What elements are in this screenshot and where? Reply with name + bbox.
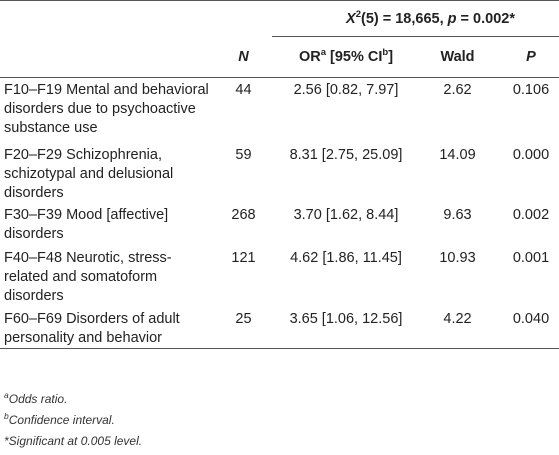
column-header-p: P [495,36,559,78]
footnote-text: Odds ratio. [8,392,68,406]
footnote-odds-ratio: aOdds ratio. [4,389,142,410]
header-row-stat: X2(5) = 18,665, p = 0.002* [0,0,559,37]
footnote-text: Confidence interval. [8,413,115,427]
cell-wald: 4.22 [420,307,495,349]
cell-wald: 14.09 [439,147,476,163]
cell-p: 0.001 [512,250,550,266]
cell-or: 4.62 [1.86, 11.45] [290,250,402,266]
column-header-or: ORa [95% CIb] [272,36,420,78]
row-label: F10–F19 Mental and behavioral disorders … [4,82,209,136]
or-footnote-mark: a [320,47,326,59]
row-label: F40–F48 Neurotic, stress-related and som… [4,250,172,304]
cell-wald: 10.93 [439,250,476,266]
footnote-significance: *Significant at 0.005 level. [4,431,142,452]
table-row: F60–F69 Disorders of adult personality a… [0,307,559,349]
table-row: F40–F48 Neurotic, stress-related and som… [0,246,559,307]
cell-n: 268 [231,207,256,223]
or-label: OR [298,49,321,65]
footnote-confidence-interval: bConfidence interval. [4,410,142,431]
cell-p: 0.040 [495,307,559,349]
cell-p: 0.002 [512,207,550,223]
cell-n: 121 [231,250,256,266]
footnote-text: *Significant at 0.005 level. [4,434,143,448]
chi-square-header: X2(5) = 18,665, p = 0.002* [272,0,559,37]
cell-or: 3.70 [1.62, 8.44] [293,207,399,223]
footnote-mark: a [4,390,9,400]
cell-p: 0.000 [512,147,550,163]
cell-p: 0.106 [512,82,550,98]
row-label: F60–F69 Disorders of adult personality a… [0,307,215,349]
cell-wald: 9.63 [443,207,472,223]
column-header-wald: Wald [420,36,495,78]
row-label: F30–F39 Mood [affective] disorders [4,207,169,242]
cell-or: 3.65 [1.06, 12.56] [272,307,420,349]
ci-footnote-mark: b [382,47,389,59]
cell-or: 2.56 [0.82, 7.97] [293,82,399,98]
header-empty-cell [0,36,215,78]
cell-n: 44 [235,82,252,98]
cell-or: 8.31 [2.75, 25.09] [289,147,403,163]
chi-symbol: X [346,10,356,27]
results-table: X2(5) = 18,665, p = 0.002* N ORa [95% CI… [0,0,559,349]
column-header-n: N [215,36,272,78]
table-row: F30–F39 Mood [affective] disorders 268 3… [0,203,559,246]
table-row: F20–F29 Schizophrenia, schizotypal and d… [0,143,559,203]
cell-n: 25 [215,307,272,349]
ci-label: [95% CI [325,49,383,65]
header-empty-cell [0,0,215,37]
header-empty-cell [215,0,272,37]
cell-n: 59 [235,147,252,163]
p-symbol: p [447,10,457,27]
table-row: F10–F19 Mental and behavioral disorders … [0,78,559,144]
header-row-columns: N ORa [95% CIb] Wald P [0,36,559,78]
cell-wald: 2.62 [443,82,472,98]
p-rest: = 0.002* [456,10,515,27]
table-footnotes: aOdds ratio. bConfidence interval. *Sign… [4,389,142,452]
chi-exponent: 2 [355,8,361,20]
footnote-mark: b [4,411,9,421]
chi-rest: (5) = 18,665, [361,10,448,27]
row-label: F20–F29 Schizophrenia, schizotypal and d… [4,147,174,201]
ci-close: ] [388,49,394,65]
